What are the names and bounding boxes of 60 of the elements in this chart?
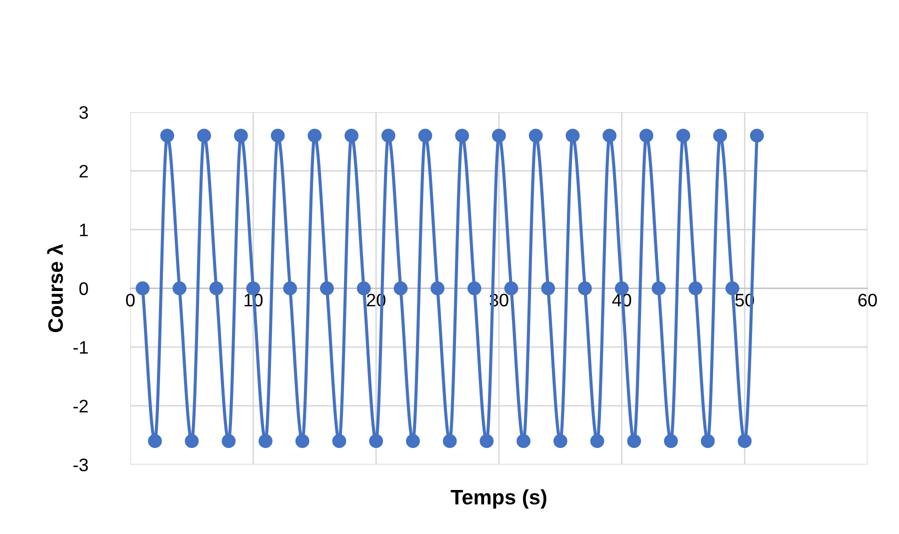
point [455,128,470,143]
point [467,281,482,296]
point [283,281,298,296]
point [652,281,666,296]
point [578,281,592,296]
point [700,434,715,448]
point [750,128,764,143]
x-tick-label: 60 [858,294,877,306]
point [676,128,690,143]
point [602,128,616,143]
point [566,128,580,143]
x-tick-label: 0 [126,294,135,306]
y-tick-label: -2 [73,400,88,412]
point [295,434,310,448]
point [590,434,604,448]
y-axis-title: Course λ [47,244,63,332]
point [136,281,150,296]
y-tick-label: 3 [79,106,88,119]
y-tick-label: 0 [79,282,88,296]
point [258,434,272,448]
point [480,434,494,448]
point [344,128,358,143]
point [234,128,248,143]
point [320,281,334,296]
point [553,434,568,448]
point [222,434,236,448]
point [516,434,530,448]
point [430,281,444,296]
point [172,281,186,296]
y-tick-label: -3 [73,458,88,472]
point [381,128,396,143]
point [197,128,212,143]
point [184,434,199,448]
point [725,281,740,296]
point [738,434,752,448]
point [209,281,224,296]
x-axis-title: Temps (s) [450,489,546,509]
point [639,128,654,143]
y-tick-label: -1 [73,341,88,354]
point [418,128,432,143]
y-tick-label: 2 [80,164,88,178]
point [528,128,543,143]
point [664,434,678,448]
point [270,128,285,143]
point [406,434,420,448]
point [627,434,642,448]
point [394,281,408,296]
point [504,281,518,296]
point [356,281,371,296]
point [442,434,457,448]
point [492,128,506,143]
point [688,281,702,296]
y-tick-label: 1 [80,224,88,236]
point [148,434,162,448]
point [332,434,346,448]
point [160,128,174,143]
point [308,128,322,143]
point [541,281,556,296]
point [713,128,728,143]
point [369,434,384,448]
